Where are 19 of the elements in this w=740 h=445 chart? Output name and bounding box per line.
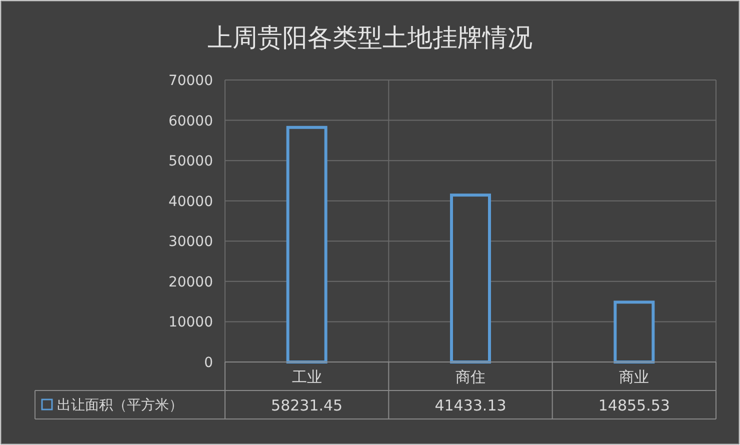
data-label: 58231.45 — [271, 396, 343, 414]
bar — [286, 126, 328, 364]
data-label: 14855.53 — [598, 396, 670, 414]
x-tick-label: 商业 — [619, 368, 650, 386]
y-tick-label: 60000 — [168, 113, 213, 130]
y-tick-label: 10000 — [168, 314, 213, 331]
x-tick-label: 工业 — [292, 368, 322, 386]
chart-title: 上周贵阳各类型土地挂牌情况 — [208, 23, 532, 52]
x-tick-label: 商住 — [456, 368, 486, 386]
y-tick-label: 0 — [204, 355, 213, 371]
bar — [450, 194, 491, 364]
legend-label: 出让面积（平方米） — [57, 398, 183, 414]
bar — [614, 300, 655, 364]
y-tick-label: 40000 — [168, 194, 213, 210]
y-tick-label: 50000 — [168, 154, 213, 170]
data-label: 41433.13 — [434, 396, 506, 414]
y-tick-label: 20000 — [168, 274, 213, 290]
y-tick-label: 30000 — [168, 234, 213, 250]
y-tick-label: 70000 — [168, 73, 213, 89]
